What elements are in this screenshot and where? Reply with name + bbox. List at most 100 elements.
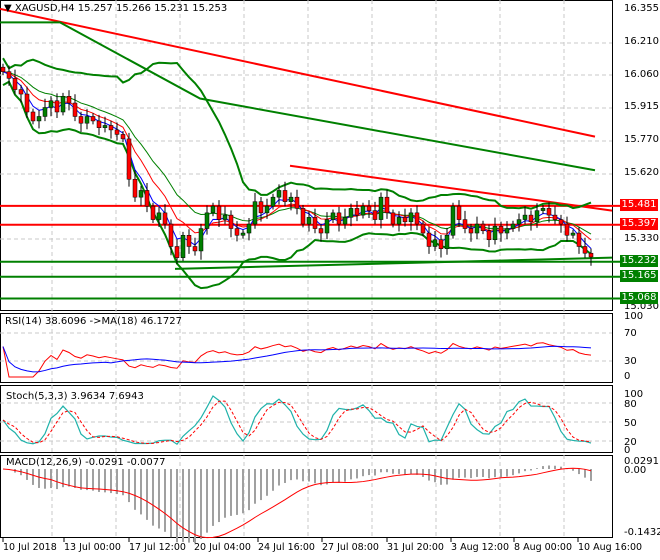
candle-body <box>282 190 288 202</box>
rsi-tick: 30 <box>624 356 637 367</box>
candle-body <box>378 196 384 220</box>
bollinger-lower <box>2 80 592 290</box>
candle-body <box>78 116 84 124</box>
candle-body <box>228 214 234 229</box>
candle-body <box>42 107 48 117</box>
rsi-label: RSI(14) 38.6096 ->MA(18) 46.1727 <box>5 316 182 327</box>
candle-body <box>402 217 408 223</box>
time-tick: 17 Jul 12:00 <box>129 542 186 553</box>
candle-body <box>552 214 558 220</box>
candle-body <box>360 205 366 216</box>
candle-body <box>204 212 210 229</box>
macd-label: MACD(12,26,9) -0.0291 -0.0077 <box>6 457 166 468</box>
candle-body <box>450 205 456 236</box>
candle-body <box>192 246 198 252</box>
candle-body <box>444 235 450 249</box>
candle-body <box>162 212 168 225</box>
stoch-label: Stoch(5,3,3) 3.9634 7.6943 <box>6 391 144 402</box>
candle-body <box>384 196 390 214</box>
candle-body <box>126 138 132 180</box>
candle-body <box>438 239 444 249</box>
ema-mid <box>2 71 592 241</box>
level-tag-068: 15.068 <box>620 292 658 304</box>
candle-body <box>516 219 522 225</box>
candle-body <box>234 228 240 236</box>
trendline-support <box>174 256 613 270</box>
macd-tick: 0.00 <box>624 465 647 476</box>
candle-body <box>150 205 156 220</box>
dropdown-triangle-icon[interactable]: ▼ <box>4 3 12 14</box>
candle-body <box>540 208 546 211</box>
candle-body <box>468 228 474 234</box>
level-tag-165: 15.165 <box>620 270 658 282</box>
candle-body <box>426 232 432 247</box>
stoch-tick: 50 <box>624 418 637 429</box>
candle-body <box>222 214 228 220</box>
price-tick: 16.355 <box>624 3 659 14</box>
candle-body <box>270 196 276 207</box>
candle-body <box>246 223 252 234</box>
candle-body <box>30 111 36 122</box>
candle-body <box>480 223 486 232</box>
candle-body <box>216 205 222 220</box>
time-tick: 10 Jul 2018 <box>3 542 57 553</box>
ema-fast <box>2 71 592 249</box>
panel-frame <box>0 455 613 538</box>
candle-body <box>60 96 66 113</box>
candle-body <box>258 201 264 214</box>
candle-body <box>462 219 468 229</box>
candle-body <box>144 190 150 207</box>
candle-body <box>276 190 282 198</box>
candle-body <box>114 129 120 135</box>
time-tick: 20 Jul 04:00 <box>194 542 251 553</box>
candle-body <box>570 232 576 236</box>
rsi-ma-line <box>2 345 592 373</box>
candle-body <box>12 78 18 90</box>
level-tag-397: 15.397 <box>620 218 658 230</box>
candle-body <box>498 226 504 234</box>
candle-body <box>198 228 204 252</box>
candle-body <box>48 100 54 108</box>
candle-body <box>432 239 438 247</box>
candle-body <box>36 116 42 122</box>
candle-body <box>474 223 480 234</box>
time-tick: 31 Jul 20:00 <box>387 542 444 553</box>
candle-body <box>510 223 516 229</box>
candle-body <box>294 196 300 209</box>
time-tick: 24 Jul 16:00 <box>258 542 315 553</box>
level-tag-232: 15.232 <box>620 255 658 267</box>
price-tick: 15.915 <box>624 101 659 112</box>
candle-body <box>240 232 246 236</box>
bollinger-upper <box>2 57 592 210</box>
price-tick: 16.210 <box>624 36 659 47</box>
long-ma-red <box>0 7 596 138</box>
long-ma-green <box>0 21 596 172</box>
rsi-line <box>2 342 592 378</box>
candle-body <box>588 252 594 258</box>
stoch-main-line <box>2 395 592 446</box>
symbol-header: ▼ XAGUSD,H4 15.257 15.266 15.231 15.253 <box>4 3 227 14</box>
candle-body <box>528 214 534 223</box>
candle-body <box>264 205 270 214</box>
candle-body <box>18 89 24 95</box>
price-tick: 15.330 <box>624 233 659 244</box>
symbol-label: XAGUSD,H4 <box>14 3 75 14</box>
candle-body <box>0 66 6 72</box>
candle-body <box>6 71 12 79</box>
candle-body <box>288 196 294 202</box>
stoch-tick: 80 <box>624 399 637 410</box>
candle-body <box>456 205 462 220</box>
candle-body <box>156 212 162 220</box>
panel-frame <box>0 385 613 453</box>
rsi-tick: 100 <box>624 311 644 322</box>
candle-body <box>174 246 180 258</box>
candle-body <box>564 223 570 236</box>
time-tick: 27 Jul 08:00 <box>322 542 379 553</box>
candle-body <box>120 134 126 140</box>
candle-body <box>24 93 30 113</box>
stoch-tick: 100 <box>624 389 644 400</box>
candle-body <box>558 219 564 225</box>
candle-body <box>354 208 360 216</box>
